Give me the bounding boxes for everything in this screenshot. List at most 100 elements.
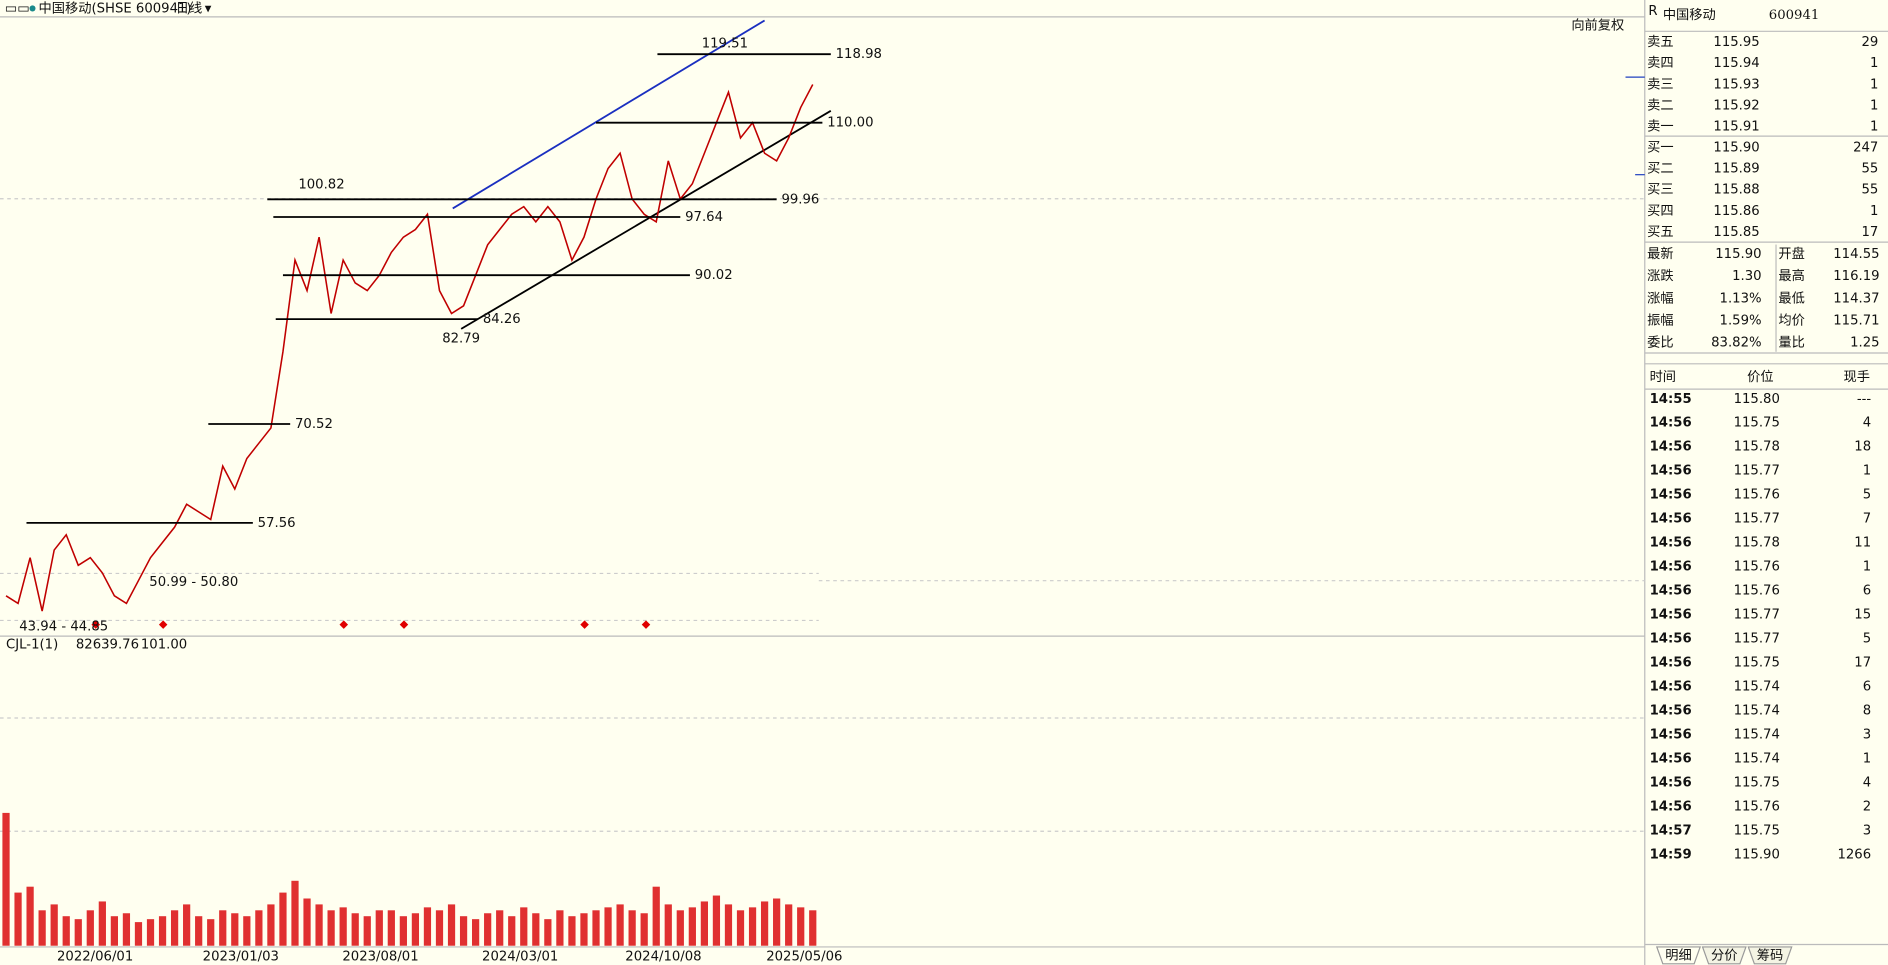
volume-bar [86, 910, 94, 946]
volume-bar [207, 919, 215, 946]
price-annotation: 119.51 [702, 36, 748, 51]
stat-value: 116.19 [1833, 269, 1879, 284]
tab-shape[interactable] [1747, 946, 1793, 965]
trade-qty: 5 [1863, 632, 1871, 647]
volume-bar [435, 910, 444, 946]
volume-bar [712, 895, 721, 946]
trade-price: 115.78 [1734, 536, 1780, 551]
tab-shape[interactable] [1701, 946, 1747, 965]
volume-bar [255, 910, 263, 946]
volume-bar [676, 910, 684, 946]
trade-qty: --- [1857, 392, 1872, 407]
trade-time: 14:56 [1650, 799, 1692, 814]
tab[interactable]: 明细 [1665, 947, 1691, 963]
volume-bar [809, 910, 817, 946]
level-label: 99.96 [781, 192, 819, 207]
trade-qty: 1266 [1837, 847, 1871, 862]
trade-price: 115.76 [1734, 584, 1780, 599]
trade-time: 14:56 [1650, 488, 1692, 503]
volume-bar [556, 910, 564, 946]
stat-label: 振幅 [1647, 312, 1673, 328]
trade-time: 14:56 [1650, 512, 1692, 527]
trade-price: 115.78 [1734, 440, 1780, 455]
book-price: 115.86 [1713, 204, 1759, 219]
trade-time: 14:56 [1650, 679, 1692, 694]
stat-label: 量比 [1778, 334, 1804, 350]
book-price: 115.91 [1713, 119, 1759, 134]
trade-price: 115.75 [1734, 655, 1780, 670]
volume-bar [568, 916, 576, 946]
volume-bar [351, 913, 359, 946]
book-qty: 1 [1870, 204, 1878, 219]
trade-time: 14:56 [1650, 632, 1692, 647]
stat-value: 1.30 [1732, 269, 1761, 284]
volume-bar [496, 910, 504, 946]
stat-label: 涨幅 [1647, 290, 1673, 306]
stat-label: 开盘 [1778, 245, 1804, 262]
tab-shape[interactable] [1655, 946, 1702, 965]
volume-bar [315, 904, 323, 946]
stat-value: 83.82% [1711, 335, 1761, 350]
stat-label: 委比 [1647, 334, 1673, 350]
lower-trendline [460, 110, 832, 330]
trade-qty: 2 [1863, 799, 1871, 814]
book-price: 115.92 [1713, 98, 1759, 113]
volume-bar [62, 916, 70, 946]
volume-bar [748, 907, 757, 946]
x-tick-label: 2022/06/01 [57, 950, 133, 965]
trade-price: 115.77 [1734, 512, 1780, 527]
trade-time: 14:56 [1650, 440, 1692, 455]
trade-price: 115.77 [1734, 632, 1780, 647]
trade-qty: 8 [1863, 703, 1871, 718]
book-qty: 1 [1870, 56, 1878, 71]
volume-bar [303, 898, 311, 946]
book-label: 买五 [1647, 224, 1673, 240]
x-tick-label: 2024/03/01 [482, 950, 558, 965]
menu-icon[interactable]: ▭▭ [5, 1, 30, 16]
trade-qty: 3 [1863, 727, 1871, 742]
book-qty: 29 [1862, 35, 1879, 50]
book-price: 115.88 [1713, 183, 1759, 198]
volume-bar [170, 910, 179, 946]
trade-price: 115.75 [1734, 775, 1780, 790]
volume-bar [736, 910, 745, 946]
indicator-value: 82639.76 [76, 638, 139, 653]
volume-bar [580, 913, 588, 946]
volume-bar [2, 812, 10, 946]
level-label: 70.52 [295, 417, 333, 432]
adjust-button[interactable]: 向前复权 [1571, 16, 1624, 33]
volume-bar [447, 904, 456, 946]
volume-bar [773, 898, 781, 946]
trade-price: 115.76 [1734, 799, 1780, 814]
trade-price: 115.74 [1734, 727, 1780, 742]
badge: R [1648, 4, 1657, 19]
tab[interactable]: 分价 [1711, 947, 1737, 963]
trade-price: 115.77 [1734, 608, 1780, 623]
level-label: 110.00 [827, 116, 873, 131]
level-label: 97.64 [685, 210, 723, 225]
book-label: 卖五 [1647, 34, 1673, 50]
stat-value: 115.71 [1833, 313, 1879, 328]
period-selector[interactable]: 日线 [176, 0, 202, 16]
book-price: 115.93 [1713, 77, 1759, 92]
book-qty: 1 [1870, 98, 1878, 113]
dropdown-arrow[interactable]: ▾ [205, 1, 212, 16]
price-annotation: 100.82 [298, 177, 344, 192]
stat-label: 最低 [1778, 290, 1804, 306]
book-qty: 55 [1862, 162, 1879, 177]
volume-bar [532, 913, 540, 946]
book-label: 卖二 [1647, 97, 1673, 113]
trades-header: 价位 [1747, 369, 1773, 385]
tab[interactable]: 筹码 [1757, 946, 1783, 963]
trade-time: 14:57 [1650, 823, 1692, 838]
trade-price: 115.76 [1734, 560, 1780, 575]
indicator-name[interactable]: CJL-1(1) [6, 638, 58, 653]
trades-header: 现手 [1843, 369, 1869, 385]
trade-qty: 4 [1863, 416, 1871, 431]
trade-time: 14:56 [1650, 703, 1692, 718]
volume-bar [760, 901, 769, 946]
volume-bar [74, 919, 82, 946]
